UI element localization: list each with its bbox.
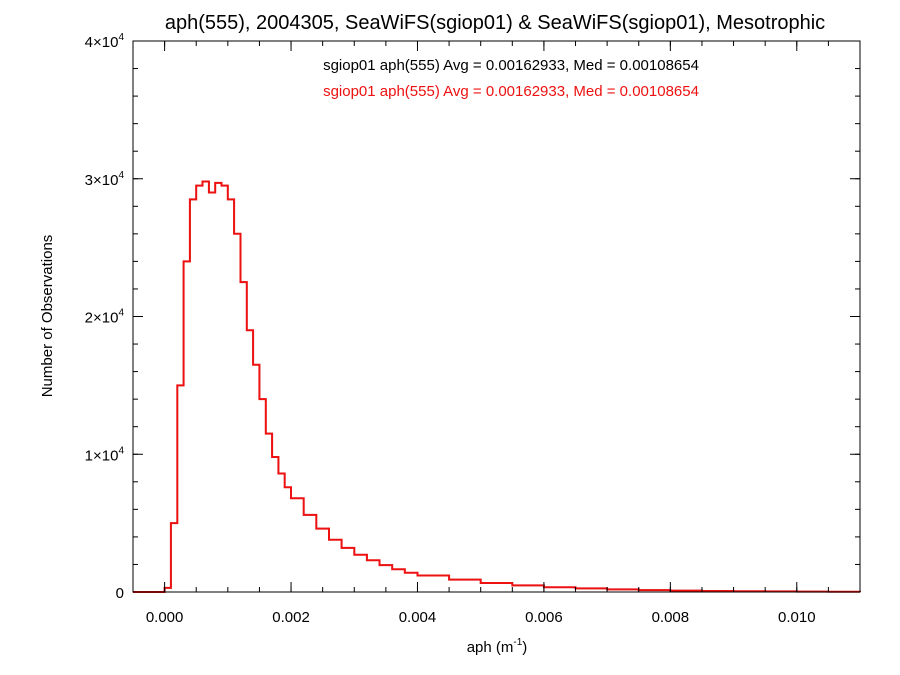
x-tick-label: 0.006 bbox=[525, 609, 563, 626]
y-axis: 0 1×104 2×104 3×104 4×104 bbox=[85, 32, 860, 602]
x-axis-label: aph (m-1) bbox=[467, 637, 528, 656]
x-tick-label: 0.002 bbox=[272, 609, 310, 626]
legend-entry-red: sgiop01 aph(555) Avg = 0.00162933, Med =… bbox=[323, 83, 699, 100]
chart-title: aph(555), 2004305, SeaWiFS(sgiop01) & Se… bbox=[165, 12, 825, 34]
x-tick-label: 0.008 bbox=[652, 609, 690, 626]
x-tick-label: 0.004 bbox=[399, 609, 437, 626]
series-line-0 bbox=[133, 180, 861, 593]
y-tick-label: 1×104 bbox=[85, 445, 125, 464]
x-axis: 0.000 0.002 0.004 0.006 0.008 0.010 bbox=[132, 41, 861, 626]
x-tick-label: 0.010 bbox=[778, 609, 816, 626]
plot-frame bbox=[132, 40, 861, 593]
legend-entry-black: sgiop01 aph(555) Avg = 0.00162933, Med =… bbox=[323, 57, 699, 74]
legend: sgiop01 aph(555) Avg = 0.00162933, Med =… bbox=[323, 57, 699, 100]
y-axis-label: Number of Observations bbox=[39, 235, 56, 398]
plot-series bbox=[133, 180, 861, 593]
series-line-1 bbox=[133, 180, 861, 593]
y-tick-label: 3×104 bbox=[85, 170, 125, 189]
y-tick-label: 2×104 bbox=[85, 308, 125, 327]
x-tick-label: 0.000 bbox=[146, 609, 184, 626]
y-tick-label: 4×104 bbox=[85, 32, 125, 51]
y-tick-label: 0 bbox=[116, 585, 124, 602]
